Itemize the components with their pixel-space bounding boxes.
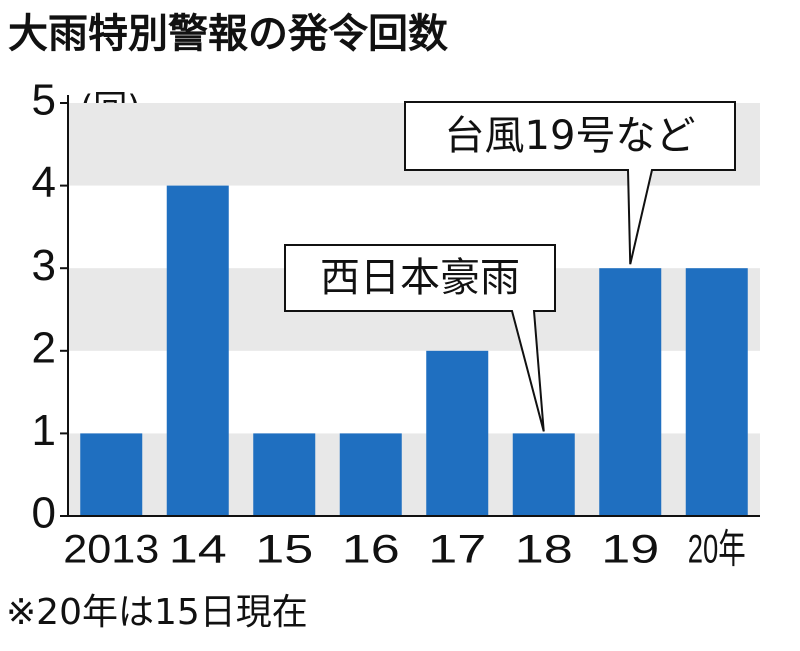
y-tick-label: 4: [32, 158, 56, 207]
callout-box: [404, 101, 736, 265]
y-tick-label: 0: [32, 489, 56, 538]
bar: [512, 433, 575, 516]
bar: [339, 433, 402, 516]
chart-title: 大雨特別警報の発令回数: [8, 11, 448, 57]
x-tick-label: 20年: [688, 528, 746, 572]
annotation: 台風19号など: [445, 113, 696, 159]
bar: [253, 433, 316, 516]
annotation: 西日本豪雨: [320, 255, 520, 301]
bar: [426, 350, 489, 516]
x-tick-label: 15: [255, 528, 313, 572]
x-tick-label: 16: [342, 528, 400, 572]
y-tick-label: 3: [32, 241, 56, 290]
x-tick-label: 18: [515, 528, 573, 572]
bar: [685, 268, 748, 516]
y-tick-label: 1: [32, 406, 56, 455]
x-tick-label: 2013: [63, 528, 159, 572]
x-tick-label: 19: [601, 528, 659, 572]
callout-box: [284, 244, 556, 432]
y-tick-label: 2: [32, 323, 56, 372]
bar: [80, 433, 143, 516]
bar: [599, 268, 662, 516]
x-tick-label: 17: [428, 528, 486, 572]
footnote: ※20年は15日現在: [6, 592, 308, 633]
x-tick-label: 14: [169, 528, 227, 572]
bar: [166, 185, 229, 516]
y-tick-label: 5: [32, 76, 56, 125]
